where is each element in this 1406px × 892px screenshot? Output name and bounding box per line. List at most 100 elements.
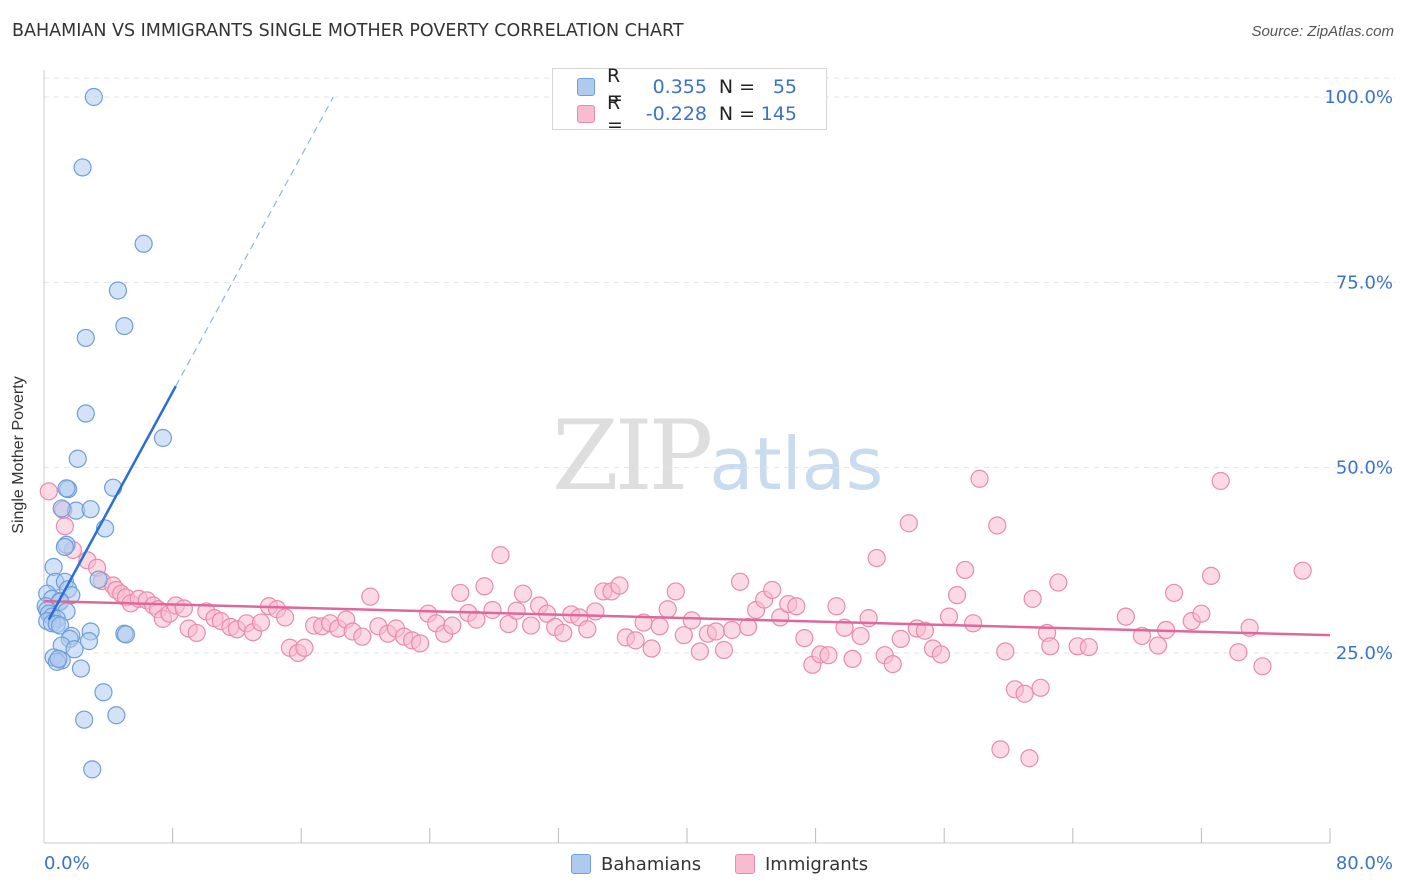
y-axis-label: Single Mother Poverty bbox=[10, 376, 27, 534]
immigrants-point bbox=[1023, 589, 1042, 608]
bahamians-point bbox=[55, 537, 74, 557]
legend-row-bahamians: R = 0.355 N = 55 bbox=[577, 65, 797, 109]
bahamians-point bbox=[65, 640, 84, 659]
bahamians-label: Bahamians bbox=[601, 853, 702, 875]
bahamians-point bbox=[107, 706, 126, 725]
immigrants-point bbox=[650, 617, 669, 636]
bahamians-point bbox=[134, 234, 153, 253]
immigrants-point bbox=[1020, 749, 1039, 768]
immigrants-point bbox=[1041, 637, 1060, 656]
watermark-zip: ZIP bbox=[552, 400, 713, 512]
immigrants-point bbox=[295, 638, 314, 657]
bahamians-point bbox=[108, 281, 128, 300]
immigrants-point bbox=[955, 560, 975, 580]
watermark-atlas: atlas bbox=[709, 422, 884, 506]
immigrants-point bbox=[610, 576, 629, 595]
legend-n-label: N = bbox=[718, 103, 755, 125]
immigrants-point bbox=[891, 629, 910, 648]
immigrants-point bbox=[706, 622, 726, 641]
immigrants-point bbox=[1116, 607, 1135, 626]
immigrants-point bbox=[666, 582, 685, 601]
y-tick-label: 75.0% bbox=[1336, 272, 1393, 293]
immigrants-point bbox=[626, 631, 645, 650]
immigrants-point bbox=[996, 642, 1015, 661]
immigrants-point bbox=[491, 546, 510, 565]
bahamians-point bbox=[84, 87, 103, 107]
immigrants-point bbox=[586, 602, 605, 621]
immigrants-point bbox=[787, 597, 806, 616]
bahamians-point bbox=[52, 499, 71, 518]
y-tick-label: 50.0% bbox=[1336, 458, 1393, 479]
legend-r-label: R = bbox=[607, 65, 623, 109]
immigrants-point bbox=[939, 607, 959, 626]
immigrants-point bbox=[642, 639, 661, 658]
immigrants-point bbox=[1132, 626, 1152, 646]
bahamians-point bbox=[89, 570, 108, 589]
bahamians-point bbox=[115, 316, 134, 336]
immigrants-point bbox=[174, 599, 193, 618]
immigrants-point bbox=[964, 614, 983, 633]
bottom-legend-immigrants: Immigrants bbox=[735, 852, 868, 876]
bahamians-point bbox=[76, 328, 95, 348]
immigrants-point bbox=[251, 613, 271, 632]
bahamians-point bbox=[57, 479, 76, 498]
immigrants-point bbox=[443, 616, 462, 635]
bahamians-point bbox=[79, 632, 99, 651]
immigrants-point bbox=[1293, 561, 1312, 580]
immigrants-point bbox=[1253, 657, 1272, 676]
immigrants-point bbox=[1049, 573, 1068, 592]
immigrants-point bbox=[55, 517, 74, 536]
bahamians-swatch bbox=[577, 78, 595, 96]
immigrants-point bbox=[674, 626, 693, 645]
immigrants-point bbox=[843, 649, 862, 669]
immigrants-point bbox=[1031, 678, 1050, 697]
immigrants-point bbox=[915, 621, 935, 640]
y-tick-label: 100.0% bbox=[1324, 87, 1393, 108]
immigrants-point bbox=[991, 740, 1010, 759]
bahamians-point bbox=[71, 659, 91, 678]
immigrants-point bbox=[1201, 566, 1221, 585]
immigrants-point bbox=[353, 627, 372, 646]
bahamians-point bbox=[73, 158, 92, 177]
immigrants-point bbox=[795, 629, 814, 648]
legend-r-value: 0.355 bbox=[652, 76, 707, 98]
immigrants-point bbox=[1229, 643, 1248, 662]
bahamians-point bbox=[81, 500, 100, 519]
immigrants-point bbox=[276, 608, 295, 627]
immigrants-point bbox=[411, 634, 430, 653]
immigrants-point bbox=[39, 482, 58, 501]
legend-r-value: -0.228 bbox=[645, 103, 707, 125]
immigrants-point bbox=[187, 623, 206, 643]
bahamians-swatch bbox=[571, 854, 591, 874]
legend-n-label: N = bbox=[718, 76, 755, 98]
x-tick-label: 0.0% bbox=[44, 853, 90, 874]
immigrants-point bbox=[763, 580, 782, 600]
immigrants-point bbox=[554, 623, 573, 643]
immigrants-point bbox=[1164, 583, 1184, 603]
bahamians-point bbox=[116, 625, 136, 644]
legend-row-immigrants: R = -0.228 N = 145 bbox=[577, 92, 797, 136]
immigrants-point bbox=[1211, 471, 1230, 491]
immigrants-point bbox=[578, 620, 597, 639]
immigrants-point bbox=[451, 583, 470, 603]
bahamians-point bbox=[104, 478, 123, 497]
bahamians-point bbox=[68, 449, 87, 468]
immigrants-point bbox=[1148, 636, 1168, 655]
bahamians-point bbox=[49, 649, 68, 669]
immigrants-point bbox=[722, 620, 742, 640]
y-tick-label: 25.0% bbox=[1336, 643, 1393, 664]
immigrants-point bbox=[507, 601, 526, 620]
immigrants-point bbox=[867, 548, 886, 568]
immigrants-point bbox=[682, 611, 701, 630]
immigrants-point bbox=[513, 584, 533, 603]
bottom-legend-bahamians: Bahamians bbox=[571, 852, 701, 876]
x-tick-label: 80.0% bbox=[1336, 853, 1393, 874]
immigrants-point bbox=[521, 616, 541, 635]
bahamians-trendline bbox=[47, 385, 177, 621]
immigrants-swatch bbox=[577, 105, 595, 123]
bahamians-point bbox=[50, 616, 70, 635]
immigrants-label: Immigrants bbox=[765, 853, 869, 875]
bahamians-point bbox=[75, 710, 94, 729]
correlation-legend: R = 0.355 N = 55 R = -0.228 N = 145 bbox=[552, 65, 827, 136]
